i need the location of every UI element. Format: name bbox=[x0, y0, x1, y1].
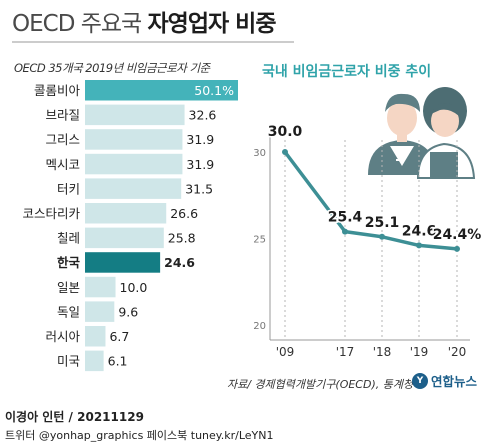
bar-category-label: 미국 bbox=[57, 354, 80, 369]
bar-5 bbox=[85, 203, 167, 224]
bar-category-label: 한국 bbox=[57, 255, 81, 270]
bar-category-label: 코스타리카 bbox=[22, 206, 80, 221]
y-tick-label: 30 bbox=[253, 148, 266, 159]
bar-value-label: 31.9 bbox=[186, 132, 214, 147]
y-tick-label: 25 bbox=[253, 235, 266, 246]
bar-category-label: 콜롬비아 bbox=[34, 83, 81, 98]
yonhap-logo-icon: Y bbox=[412, 372, 428, 389]
x-tick-label: '20 bbox=[448, 345, 467, 359]
bar-category-label: 그리스 bbox=[45, 132, 80, 147]
bar-value-label: 31.5 bbox=[185, 181, 213, 196]
footer-social: 트위터 @yonhap_graphics 페이스북 tuney.kr/LeYN1 bbox=[5, 429, 274, 442]
bar-4 bbox=[85, 178, 182, 199]
data-point bbox=[454, 245, 460, 252]
source-note: 자료/ 경제협력개발기구(OECD), 통계청 bbox=[227, 378, 414, 391]
data-label: 24.6 bbox=[402, 223, 437, 239]
bar-category-label: 브라질 bbox=[45, 108, 80, 123]
bar-3 bbox=[85, 153, 183, 175]
bar-chart-subtitle: OECD 35개국 2019년 비임금근로자 기준 bbox=[14, 61, 210, 75]
bar-value-label: 50.1% bbox=[194, 83, 234, 98]
woman-face bbox=[431, 105, 459, 137]
x-tick-label: '09 bbox=[276, 345, 295, 359]
bar-8 bbox=[85, 276, 116, 298]
bar-value-label: 24.6 bbox=[164, 255, 195, 270]
bar-9 bbox=[85, 301, 115, 322]
bar-6 bbox=[85, 227, 164, 249]
page-title: OECD 주요국 자영업자 비중 bbox=[12, 4, 277, 38]
bar-category-label: 일본 bbox=[57, 280, 80, 295]
data-label: 25.4 bbox=[328, 210, 363, 226]
bar-category-label: 멕시코 bbox=[45, 157, 80, 172]
bar-1 bbox=[85, 104, 185, 126]
x-tick-label: '18 bbox=[373, 345, 392, 359]
data-point bbox=[416, 242, 422, 249]
data-label: 25.1 bbox=[365, 215, 400, 231]
line-chart-title: 국내 비임금근로자 비중 추이 bbox=[262, 63, 431, 80]
yonhap-logo-text: 연합뉴스 bbox=[431, 374, 478, 389]
bar-category-label: 칠레 bbox=[57, 231, 80, 246]
bar-value-label: 10.0 bbox=[120, 280, 148, 295]
footer-byline: 이경아 인턴 / 20211129 bbox=[5, 410, 144, 424]
data-point bbox=[282, 149, 288, 155]
bar-7 bbox=[85, 252, 161, 273]
bar-value-label: 25.8 bbox=[168, 231, 196, 246]
man-neck bbox=[397, 134, 407, 142]
line-chart: 국내 비임금근로자 비중 추이 30 25 20 '09 '17 '18 '19 '20 30.… bbox=[253, 63, 483, 359]
bar-value-label: 6.1 bbox=[108, 354, 128, 369]
x-tick-label: '19 bbox=[410, 345, 429, 359]
bar-10 bbox=[85, 326, 106, 347]
man-collar bbox=[390, 146, 414, 166]
workers-illustration bbox=[368, 87, 476, 179]
data-point bbox=[342, 228, 348, 235]
bar-value-label: 6.7 bbox=[109, 329, 129, 344]
man-face bbox=[387, 100, 417, 136]
bar-2 bbox=[85, 129, 183, 150]
bar-11 bbox=[85, 350, 104, 372]
man-hair bbox=[385, 93, 420, 112]
woman-bangs bbox=[431, 103, 459, 116]
bar-category-label: 러시아 bbox=[45, 329, 80, 344]
bar-0 bbox=[85, 80, 238, 101]
bar-category-label: 독일 bbox=[57, 304, 80, 319]
bar-value-label: 9.6 bbox=[118, 304, 138, 319]
bar-chart: 콜롬비아 50.1% 브라질 32.6 그리스 31.9 멕시코 31.9 터키 31.5 코스타리… bbox=[22, 80, 238, 372]
title-bold: 자영업자 비중 bbox=[147, 11, 277, 37]
bar-value-label: 32.6 bbox=[189, 108, 217, 123]
bar-value-label: 26.6 bbox=[170, 206, 198, 221]
y-tick-label: 20 bbox=[253, 321, 266, 332]
data-label: 24.4% bbox=[433, 227, 482, 243]
x-tick-label: '17 bbox=[336, 345, 355, 359]
data-label: 30.0 bbox=[268, 124, 303, 140]
data-point bbox=[379, 233, 385, 240]
bar-value-label: 31.9 bbox=[186, 157, 214, 172]
woman-apron bbox=[430, 152, 458, 178]
bar-category-label: 터키 bbox=[57, 181, 80, 196]
yonhap-logo: Y 연합뉴스 bbox=[412, 371, 477, 390]
title-light: OECD 주요국 bbox=[12, 11, 142, 37]
